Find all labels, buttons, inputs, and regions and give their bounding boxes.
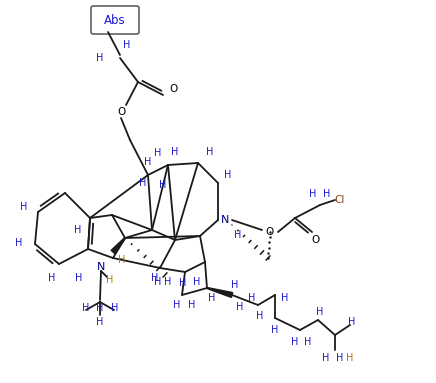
Polygon shape [207, 288, 233, 298]
Text: H: H [208, 293, 216, 303]
Text: H: H [111, 303, 119, 313]
Text: H: H [96, 303, 104, 313]
Text: H: H [304, 337, 312, 347]
Text: N: N [97, 262, 105, 272]
Text: H: H [96, 53, 104, 63]
Text: H: H [171, 147, 179, 157]
Text: H: H [48, 273, 56, 283]
Text: H: H [348, 317, 356, 327]
Text: H: H [96, 317, 104, 327]
Text: H: H [188, 300, 196, 310]
Text: H: H [159, 180, 167, 190]
Text: H: H [75, 273, 83, 283]
Text: H: H [123, 40, 131, 50]
Text: H: H [291, 337, 299, 347]
Text: H: H [234, 230, 242, 240]
Text: O: O [117, 107, 125, 117]
Text: H: H [154, 277, 162, 287]
Text: O: O [169, 84, 177, 94]
Text: H: H [316, 307, 324, 317]
Text: H: H [174, 300, 181, 310]
Polygon shape [111, 238, 126, 254]
Text: H: H [271, 325, 279, 335]
Text: H: H [106, 275, 114, 285]
Text: H: H [224, 170, 232, 180]
Text: H: H [232, 280, 238, 290]
Text: N: N [221, 215, 229, 225]
Text: H: H [322, 353, 330, 363]
Text: H: H [144, 157, 152, 167]
Text: H: H [346, 353, 354, 363]
Text: H: H [236, 302, 244, 312]
Text: H: H [281, 293, 289, 303]
Text: H: H [193, 277, 201, 287]
Text: H: H [74, 225, 82, 235]
Text: H: H [151, 273, 159, 283]
Text: H: H [118, 255, 126, 265]
Text: H: H [324, 189, 330, 199]
Text: Cl: Cl [335, 195, 345, 205]
Text: H: H [82, 303, 90, 313]
Text: H: H [256, 311, 264, 321]
Text: O: O [312, 235, 320, 245]
Text: H: H [206, 147, 214, 157]
FancyBboxPatch shape [91, 6, 139, 34]
Text: H: H [154, 148, 162, 158]
Text: H: H [164, 277, 172, 287]
Text: H: H [336, 353, 344, 363]
Text: H: H [249, 293, 255, 303]
Text: H: H [15, 238, 23, 248]
Text: Abs: Abs [104, 13, 126, 26]
Text: H: H [140, 178, 146, 188]
Text: H: H [179, 278, 187, 288]
Text: H: H [309, 189, 317, 199]
Text: O: O [266, 227, 274, 237]
Text: H: H [20, 202, 28, 212]
